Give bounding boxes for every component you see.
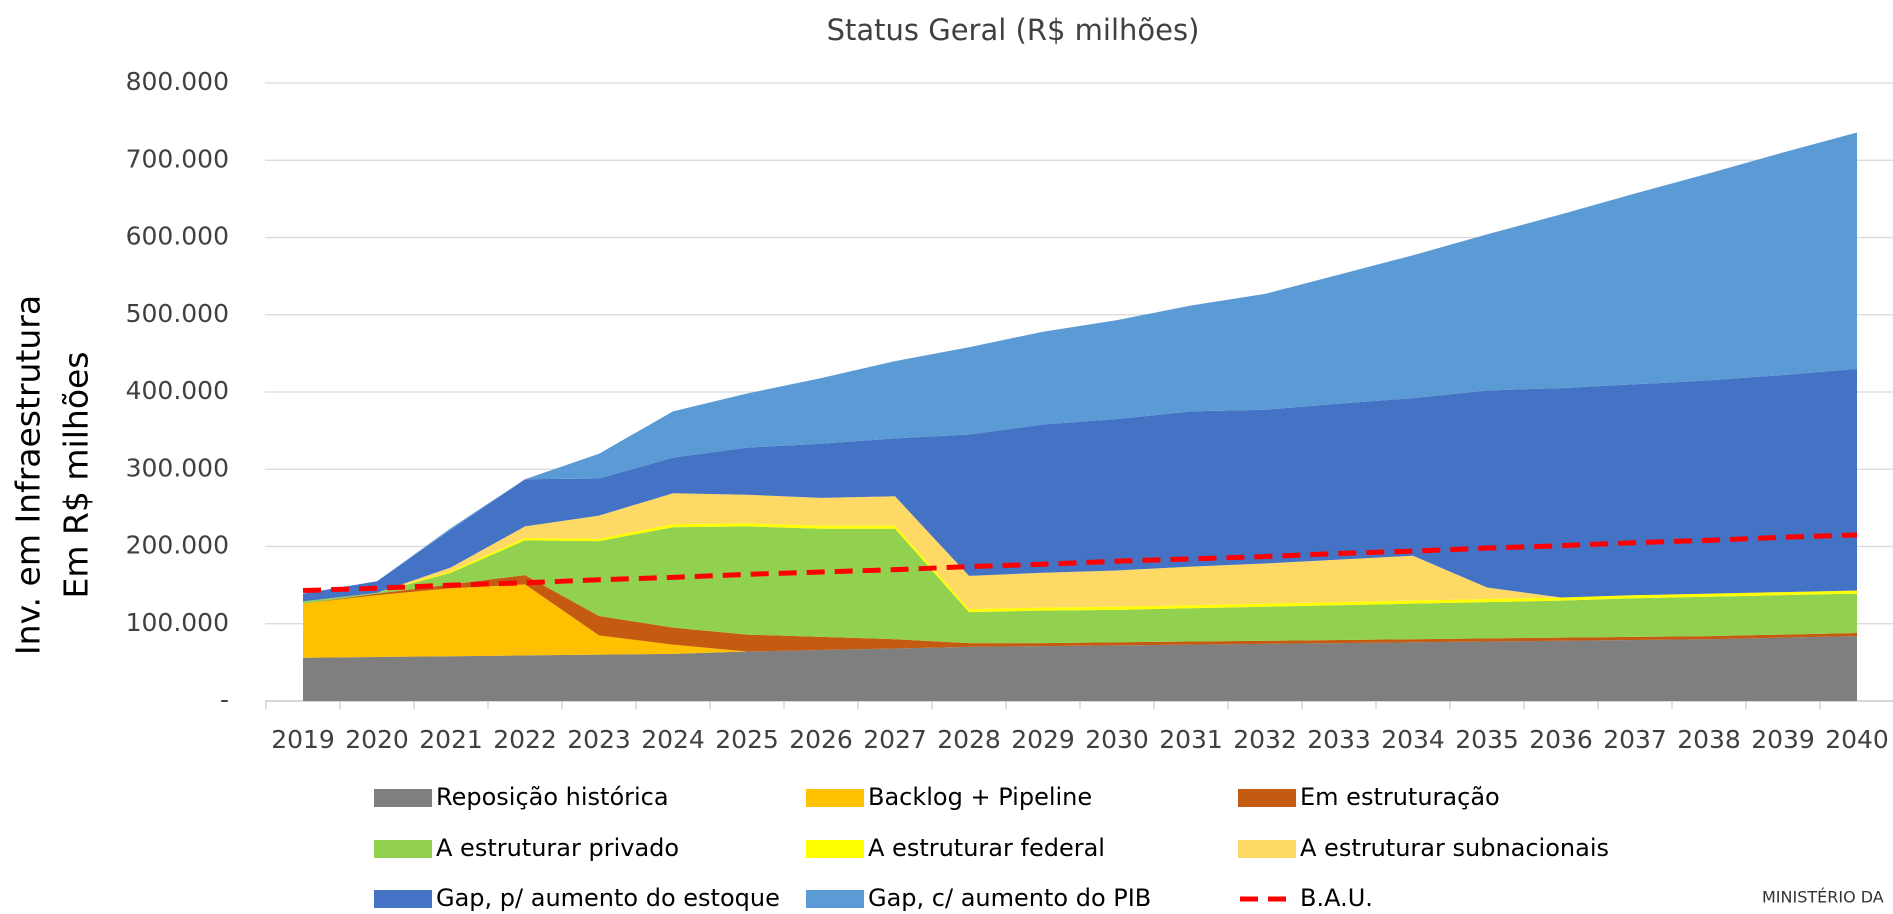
stacked-area (303, 132, 1857, 594)
x-tick-label: 2026 (789, 725, 853, 754)
legend-swatch (374, 890, 432, 908)
stacked-area (303, 584, 1857, 658)
x-tick-label: 2025 (715, 725, 779, 754)
legend-label: A estruturar subnacionais (1300, 834, 1609, 862)
legend-swatch (374, 789, 432, 807)
y-tick-label: 500.000 (126, 299, 229, 328)
legend-label: B.A.U. (1300, 884, 1373, 912)
legend-label: Reposição histórica (436, 783, 669, 811)
x-tick-label: 2040 (1825, 725, 1889, 754)
x-tick-label: 2027 (863, 725, 927, 754)
x-tick-label: 2030 (1085, 725, 1149, 754)
x-tick-label: 2029 (1011, 725, 1075, 754)
legend-swatch (374, 840, 432, 858)
x-tick-label: 2019 (271, 725, 335, 754)
legend-swatch (1238, 789, 1296, 807)
y-tick-label: 200.000 (126, 531, 229, 560)
x-tick-label: 2035 (1455, 725, 1519, 754)
legend-swatch (1238, 840, 1296, 858)
x-tick-label: 2020 (345, 725, 409, 754)
stacked-area (303, 493, 1857, 610)
legend-swatch (806, 840, 864, 858)
y-tick-label: 400.000 (126, 376, 229, 405)
x-tick-label: 2037 (1603, 725, 1667, 754)
x-tick-label: 2032 (1233, 725, 1297, 754)
x-tick-label: 2031 (1159, 725, 1223, 754)
x-tick-label: 2021 (419, 725, 483, 754)
x-tick-label: 2039 (1751, 725, 1815, 754)
footer-logo-text: MINISTÉRIO DA (1762, 888, 1884, 907)
chart-title: Status Geral (R$ milhões) (827, 13, 1200, 47)
legend-label: Em estruturação (1300, 783, 1500, 811)
x-tick-label: 2034 (1381, 725, 1445, 754)
legend-label: A estruturar privado (436, 834, 679, 862)
y-tick-label: - (220, 685, 229, 714)
stacked-area (303, 368, 1857, 602)
x-tick-label: 2023 (567, 725, 631, 754)
legend-swatch (806, 789, 864, 807)
y-axis-label: Em R$ milhões (57, 352, 96, 599)
legend-label: Gap, p/ aumento do estoque (436, 884, 780, 912)
y-axis-label: Inv. em Infraestrutura (9, 295, 48, 655)
x-tick-label: 2028 (937, 725, 1001, 754)
x-tick-label: 2033 (1307, 725, 1371, 754)
y-tick-label: 300.000 (126, 453, 229, 482)
y-tick-label: 100.000 (126, 608, 229, 637)
legend-label: Gap, c/ aumento do PIB (868, 884, 1151, 912)
y-tick-label: 800.000 (126, 67, 229, 96)
y-tick-label: 600.000 (126, 222, 229, 251)
legend-swatch (806, 890, 864, 908)
x-tick-label: 2038 (1677, 725, 1741, 754)
legend-label: A estruturar federal (868, 834, 1105, 862)
bau-line (302, 532, 1858, 594)
legend-label: Backlog + Pipeline (868, 783, 1092, 811)
stacked-area (303, 575, 1857, 652)
x-tick-label: 2022 (493, 725, 557, 754)
stacked-area (303, 636, 1857, 701)
x-tick-label: 2024 (641, 725, 705, 754)
x-tick-label: 2036 (1529, 725, 1593, 754)
stacked-area (303, 526, 1857, 644)
y-tick-label: 700.000 (126, 144, 229, 173)
